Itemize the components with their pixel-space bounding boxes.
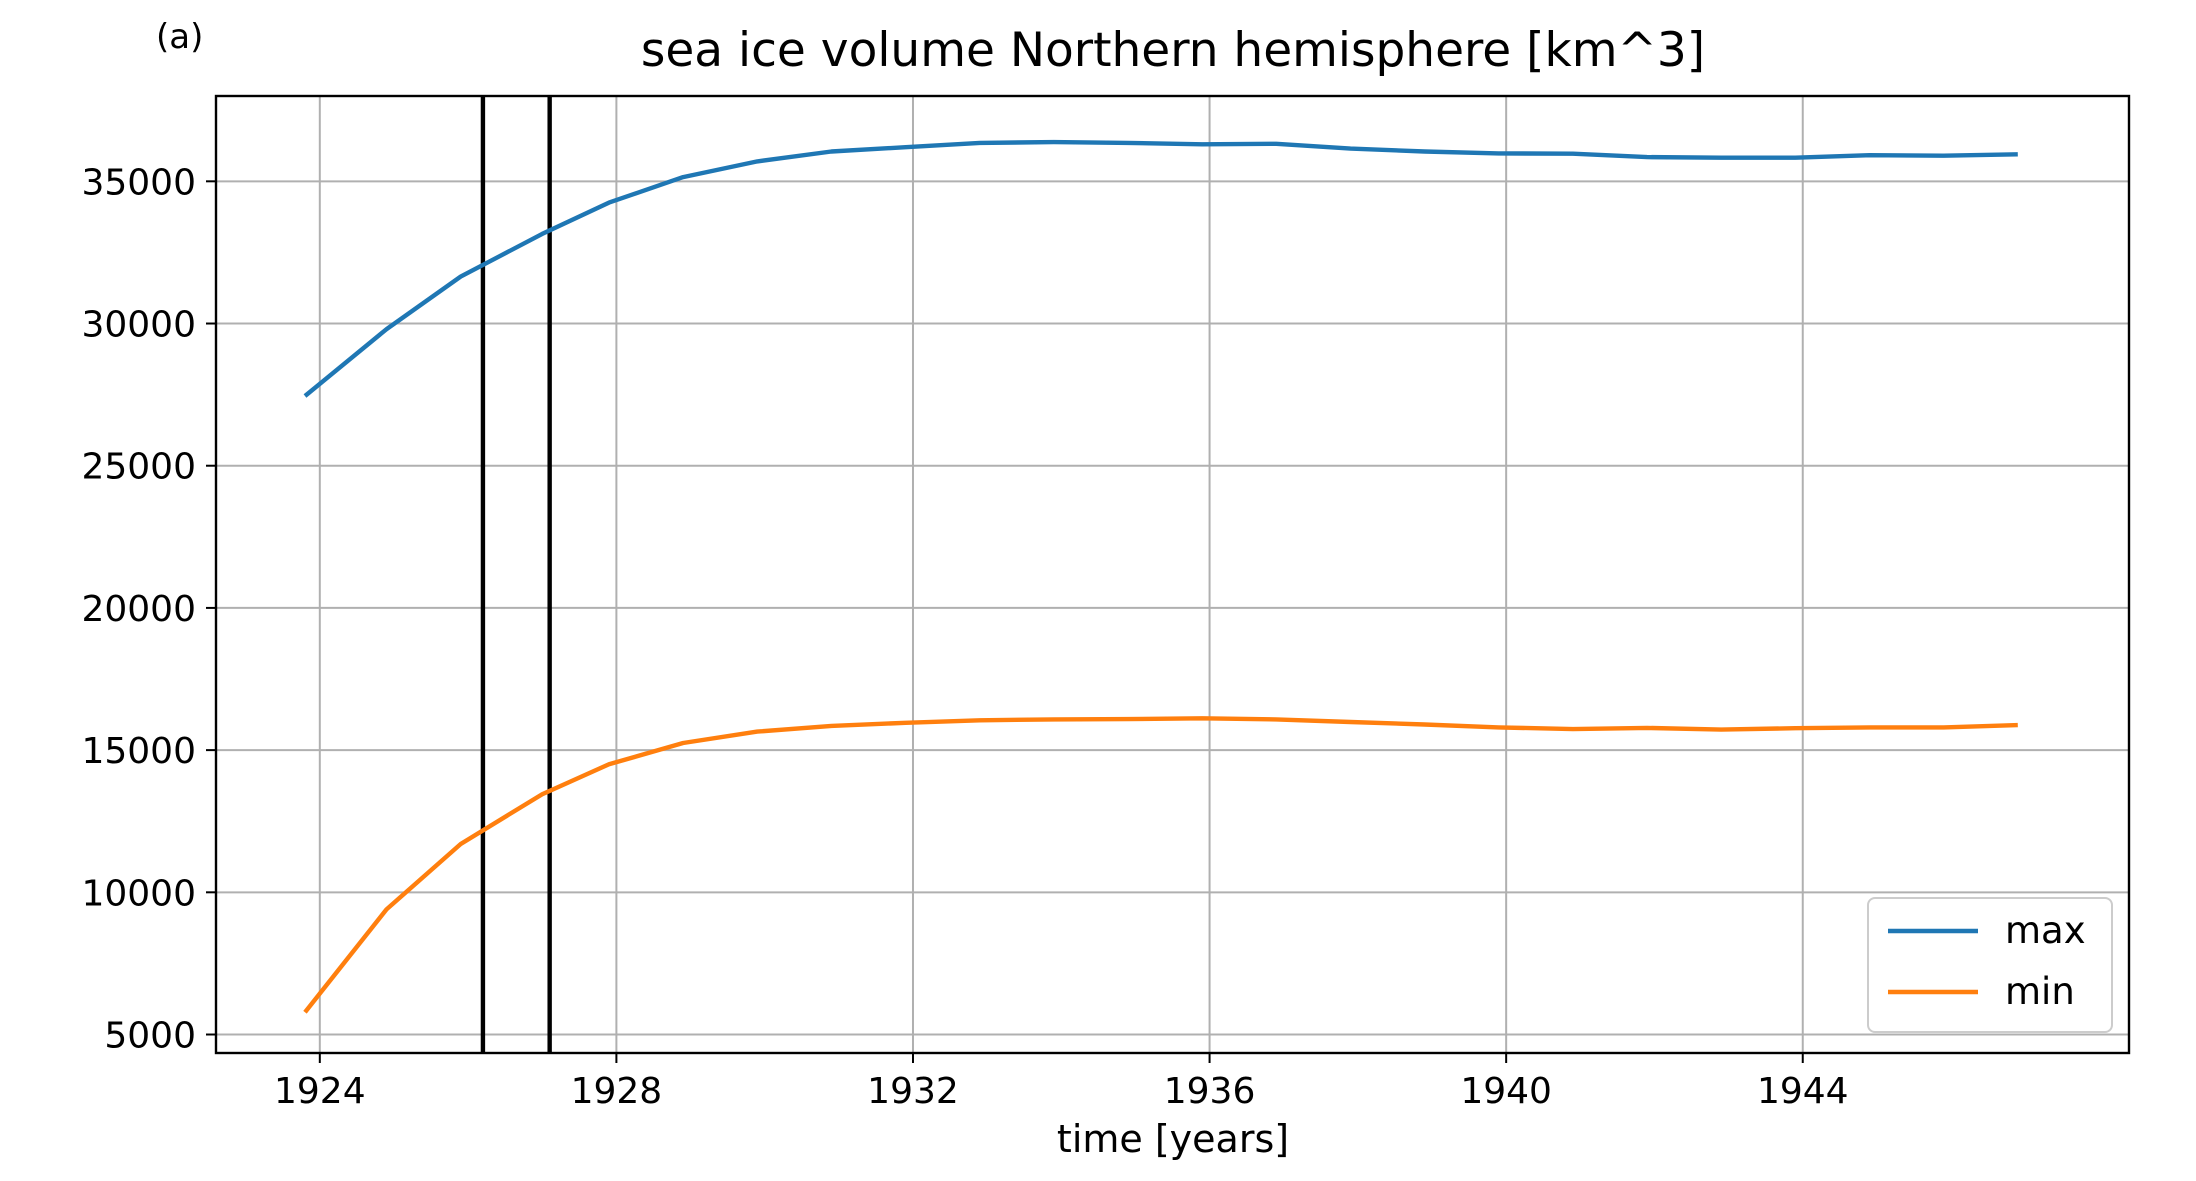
y-tick-label: 10000 <box>81 873 196 914</box>
x-tick-label: 1928 <box>571 1071 663 1112</box>
x-tick-label: 1936 <box>1164 1071 1256 1112</box>
vertical-line-layer <box>480 96 552 1053</box>
legend: max min <box>1867 897 2113 1033</box>
y-tick-label: 35000 <box>81 162 196 203</box>
legend-label-min: min <box>2005 970 2075 1013</box>
plot-area-frame <box>214 94 2131 1055</box>
x-tick-label: 1940 <box>1460 1071 1552 1112</box>
x-axis-label: time [years] <box>1057 1117 1289 1161</box>
series-line-min <box>303 716 2018 1014</box>
series-line-max <box>303 139 2018 398</box>
x-tick-label: 1944 <box>1757 1071 1849 1112</box>
tick-layer: 1924 1928 1932 1936 1940 1944 5000 10000 15000 20… <box>81 162 1848 1112</box>
y-tick-label: 25000 <box>81 447 196 488</box>
y-tick-label: 20000 <box>81 589 196 630</box>
panel-label: (a) <box>156 17 203 57</box>
x-tick-label: 1924 <box>274 1071 366 1112</box>
y-tick-label: 5000 <box>104 1016 196 1057</box>
y-tick-label: 30000 <box>81 305 196 346</box>
chart-title: sea ice volume Northern hemisphere [km^3… <box>641 23 1705 78</box>
grid-layer <box>216 96 2129 1053</box>
series-layer <box>303 139 2018 1014</box>
y-tick-label: 15000 <box>81 731 196 772</box>
x-tick-label: 1932 <box>867 1071 959 1112</box>
legend-label-max: max <box>2005 909 2086 952</box>
plot-area-background <box>216 96 2129 1053</box>
